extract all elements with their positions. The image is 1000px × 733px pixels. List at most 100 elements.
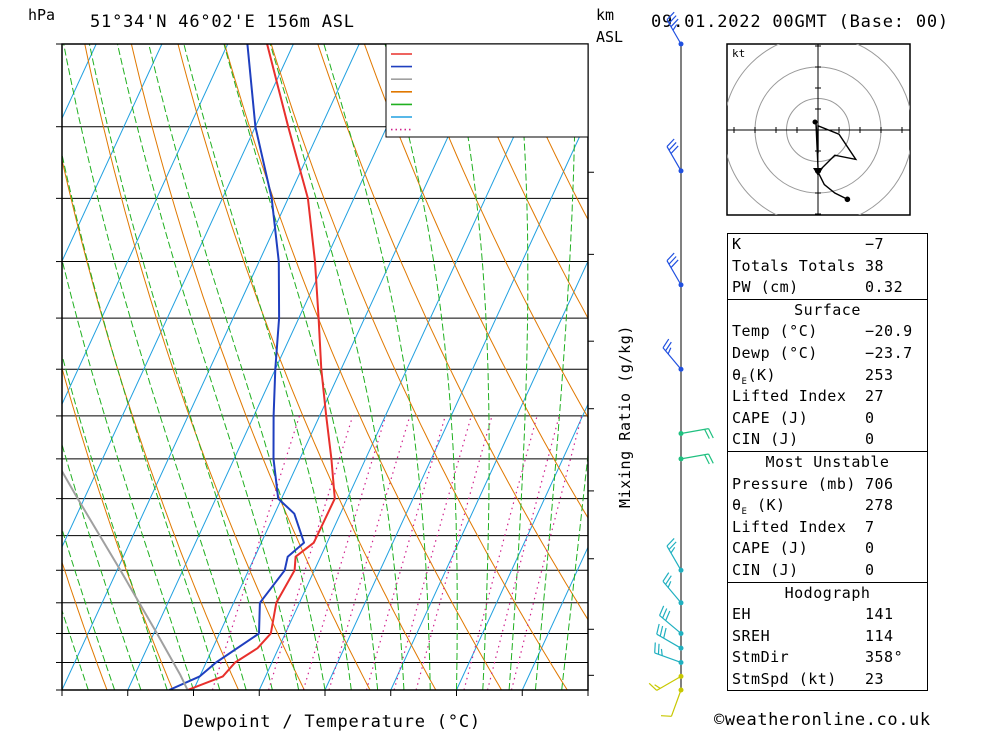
dry-adiabat-line bbox=[410, 44, 588, 419]
mu-li-row: Lifted Index 7 bbox=[728, 517, 927, 539]
dry-adiabat-line bbox=[457, 44, 588, 320]
wet-adiabat-line bbox=[62, 688, 63, 690]
mixing-ratio-axis-title: Mixing Ratio (g/kg) bbox=[616, 325, 634, 508]
surface-li-value: 27 bbox=[865, 387, 885, 406]
dry-adiabat-line bbox=[177, 44, 437, 690]
surface-theta-label: θE(K) bbox=[732, 365, 777, 387]
surface-theta-value: 253 bbox=[865, 365, 894, 384]
mu-cin-value: 0 bbox=[865, 560, 875, 579]
wet-adiabat-line bbox=[62, 442, 142, 690]
location-title: 51°34'N 46°02'E 156m ASL bbox=[90, 12, 355, 32]
wind-barb-flag bbox=[668, 142, 677, 151]
wind-barb-flag bbox=[657, 643, 660, 655]
isotherm-line bbox=[62, 44, 163, 263]
dry-adiabat-line bbox=[62, 366, 174, 690]
wind-barb-flag bbox=[648, 682, 658, 691]
surface-dewp-label: Dewp (°C) bbox=[732, 343, 818, 362]
wind-level-marker bbox=[678, 366, 684, 372]
series-line-dewpoint bbox=[168, 44, 305, 690]
wet-adiabat-line bbox=[508, 44, 529, 690]
wind-barb-flag bbox=[704, 429, 710, 439]
chart-legend bbox=[385, 43, 589, 138]
mu-li-label: Lifted Index bbox=[732, 517, 847, 536]
mixing-ratio-line bbox=[415, 415, 493, 690]
hodograph-top-marker bbox=[812, 119, 818, 125]
surface-temp-label: Temp (°C) bbox=[732, 322, 818, 341]
wind-level-marker bbox=[678, 431, 684, 437]
wind-barb-flag bbox=[665, 575, 672, 585]
surface-cape-label: CAPE (J) bbox=[732, 408, 809, 427]
wind-barb-flag bbox=[665, 610, 671, 621]
wind-level-marker bbox=[678, 456, 684, 462]
wet-adiabat-line bbox=[62, 353, 168, 690]
storm-motion-marker bbox=[813, 168, 823, 176]
surface-temp-row: Temp (°C) −20.9 bbox=[728, 321, 927, 343]
legend-box bbox=[385, 43, 589, 138]
wind-barb-flag bbox=[654, 684, 661, 689]
wind-barb-flag bbox=[660, 715, 672, 717]
mixing-ratio-line bbox=[302, 415, 387, 690]
wind-barb-column bbox=[648, 11, 714, 717]
wind-barb-staff bbox=[666, 545, 682, 571]
mu-cin-label: CIN (J) bbox=[732, 560, 799, 579]
wind-barb-flag bbox=[665, 341, 672, 352]
wind-barb-flag bbox=[662, 338, 670, 349]
wind-level-marker bbox=[678, 41, 684, 47]
stmdir-label: StmDir bbox=[732, 648, 790, 667]
dry-adiabat-line bbox=[270, 44, 568, 690]
hodograph-unit-label: kt bbox=[732, 47, 745, 60]
wind-barb-flag bbox=[667, 347, 672, 355]
isotherm-line bbox=[258, 44, 557, 690]
site-link[interactable]: weatheronline.co.uk bbox=[724, 710, 931, 730]
isotherm-line bbox=[62, 44, 360, 690]
wind-barb-flag bbox=[656, 623, 660, 635]
wet-adiabat-line bbox=[62, 152, 221, 690]
sreh-row: SREH 114 bbox=[728, 626, 927, 648]
dry-adiabat-line bbox=[924, 44, 1000, 690]
copyright-notice[interactable]: ©weatheronline.co.uk bbox=[714, 710, 931, 730]
wind-barb-staff bbox=[654, 652, 682, 664]
mu-theta-row: θE (K) 278 bbox=[728, 495, 927, 517]
indices-panel: K −7 Totals Totals 38 PW (cm) 0.32 Surfa… bbox=[727, 233, 928, 692]
wind-barb-flag bbox=[654, 642, 656, 653]
dry-adiabat-line bbox=[130, 44, 371, 690]
wind-barb-staff bbox=[656, 633, 682, 649]
wet-adiabat-line bbox=[269, 44, 405, 690]
profile-lines bbox=[62, 44, 336, 690]
mu-li-value: 7 bbox=[865, 517, 875, 536]
wind-barb-flag bbox=[666, 538, 675, 547]
wind-barb-staff bbox=[656, 675, 682, 691]
wind-barb-flag bbox=[708, 453, 714, 464]
wind-barb-staff bbox=[666, 146, 682, 172]
wind-barb-staff bbox=[662, 580, 682, 604]
wind-barb-staff bbox=[680, 453, 709, 460]
wet-adiabat-line bbox=[62, 609, 89, 690]
mixing-ratio-line bbox=[328, 415, 411, 690]
pressure-unit-label: hPa bbox=[28, 6, 55, 24]
wind-barb-flag bbox=[666, 138, 675, 147]
dry-adiabat-line bbox=[62, 560, 108, 690]
eh-label: EH bbox=[732, 605, 752, 624]
wind-barb-flag bbox=[670, 547, 676, 554]
series-line-temperature bbox=[187, 44, 336, 690]
wind-barb-flag bbox=[660, 648, 663, 656]
mu-cape-row: CAPE (J) 0 bbox=[728, 538, 927, 560]
mixing-ratio-line bbox=[510, 415, 583, 690]
isotherm-line bbox=[456, 402, 588, 690]
surface-li-label: Lifted Index bbox=[732, 387, 847, 406]
wind-level-marker bbox=[678, 600, 684, 606]
dry-adiabat-line bbox=[62, 157, 239, 690]
dry-adiabat-line bbox=[317, 44, 588, 621]
precipitable-water-label: PW (cm) bbox=[732, 278, 799, 297]
most-unstable-section: Most Unstable Pressure (mb) 706 θE (K) 2… bbox=[728, 450, 927, 582]
surface-section: Surface Temp (°C) −20.9 Dewp (°C) −23.7 … bbox=[728, 298, 927, 451]
wind-level-marker bbox=[678, 282, 684, 288]
hodograph bbox=[727, 44, 910, 215]
wet-adiabat-line bbox=[88, 44, 273, 690]
hodograph-start-marker bbox=[844, 196, 851, 203]
wind-barb-flag bbox=[668, 15, 677, 24]
isotherm-line bbox=[324, 117, 588, 690]
stmspd-row: StmSpd (kt) 23 bbox=[728, 669, 927, 691]
wind-barb-staff bbox=[662, 347, 682, 370]
